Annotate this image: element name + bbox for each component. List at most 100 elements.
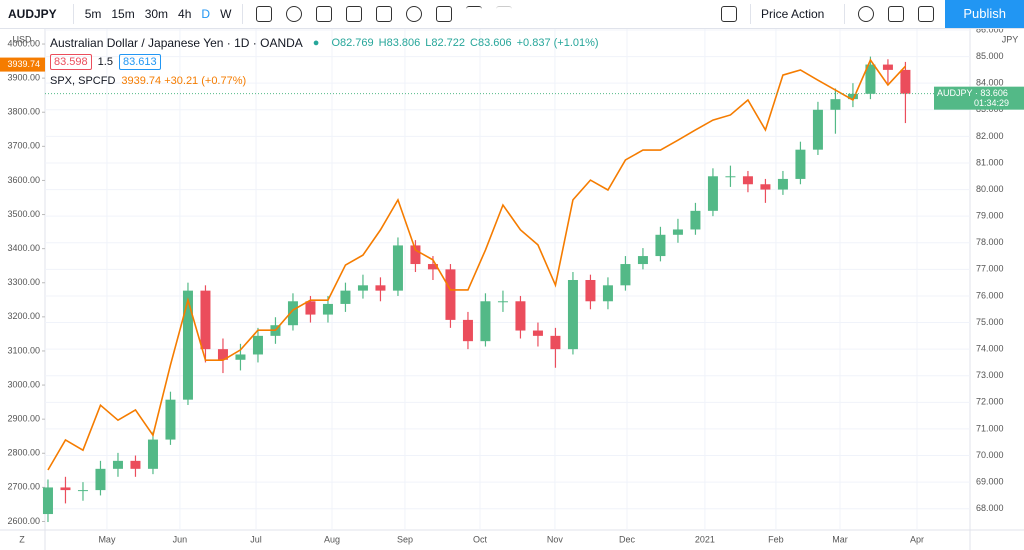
y-tick-label: 73.000	[976, 370, 1004, 380]
candle-body	[515, 301, 526, 331]
candle-body	[357, 285, 368, 291]
y-unit: JPY	[1002, 34, 1019, 44]
alert-button[interactable]	[406, 6, 423, 22]
candle-body	[42, 487, 53, 515]
y-tick-label: 70.000	[976, 450, 1004, 460]
chart-type-button[interactable]	[256, 6, 273, 22]
candle-body	[165, 399, 176, 440]
indicator-add-button[interactable]	[286, 6, 303, 22]
x-tick-label: Oct	[473, 534, 488, 544]
ohlc-value: H83.806	[378, 36, 421, 49]
y-tick-label: 77.000	[976, 264, 1004, 274]
x-tick-label: Mar	[832, 534, 848, 544]
settings-button[interactable]	[858, 6, 875, 22]
fullscreen-toggle[interactable]	[720, 6, 737, 22]
y-tick-label: 72.000	[976, 397, 1004, 407]
candle-body	[77, 490, 88, 492]
compare-line	[47, 58, 907, 471]
y-tick-label: 84.000	[976, 78, 1004, 88]
indicator-menu[interactable]: Price Action	[760, 7, 825, 21]
y2-tick-label: 3500.00	[7, 209, 40, 219]
candle-body	[550, 335, 561, 350]
undo-button[interactable]	[466, 6, 483, 22]
redo-button[interactable]	[496, 6, 513, 22]
candle-body	[795, 149, 806, 179]
expand-button[interactable]	[888, 6, 905, 22]
x-tick-label: 2021	[695, 534, 715, 544]
candle-body	[200, 290, 211, 350]
x-tick-label: Sep	[397, 534, 413, 544]
y-tick-label: 74.000	[976, 344, 1004, 354]
compare-button[interactable]	[346, 6, 363, 22]
interval-button[interactable]: 4h	[178, 7, 192, 21]
candle-body	[725, 176, 736, 178]
y-tick-label: 69.000	[976, 477, 1004, 487]
x-tick-label: Jul	[250, 534, 262, 544]
y2-tick-label: 3000.00	[7, 379, 40, 389]
bid[interactable]: 83.598	[50, 53, 92, 70]
separator	[72, 4, 74, 24]
candle-body	[480, 301, 491, 342]
snapshot-button[interactable]	[918, 6, 935, 22]
candle-body	[462, 319, 473, 342]
candle-body	[900, 69, 911, 94]
candle-body	[865, 64, 876, 94]
x-tick-label: Feb	[768, 534, 784, 544]
y2-tick-label: 2800.00	[7, 448, 40, 458]
interval-button[interactable]: 5m	[84, 7, 102, 21]
templates-button[interactable]	[376, 6, 393, 22]
toolbar: AUDJPY 5m 15m 30m 4h D W Price Action Publish	[0, 0, 1024, 29]
candle-body	[742, 176, 753, 185]
x-tick-label: Dec	[619, 534, 636, 544]
interval-button[interactable]: W	[220, 7, 232, 21]
compare-badge	[0, 57, 45, 72]
y2-tick-label: 2600.00	[7, 516, 40, 526]
symbol[interactable]: AUDJPY	[8, 7, 57, 21]
y2-tick-label: 3800.00	[7, 107, 40, 117]
interval-button[interactable]: D	[201, 7, 211, 21]
intervals: 5m 15m 30m 4h D W	[80, 7, 237, 21]
publish-button[interactable]: Publish	[945, 0, 1024, 28]
y-tick-label: 68.000	[976, 503, 1004, 513]
y2-tick-label: 3600.00	[7, 175, 40, 185]
ohlc-value: C83.606	[470, 36, 512, 49]
ask[interactable]: 83.613	[118, 53, 161, 70]
change: +0.837 (+1.01%)	[516, 36, 599, 49]
candle-body	[585, 279, 596, 302]
candle-body	[567, 279, 578, 350]
candle-body	[340, 290, 351, 304]
y2-tick-label: 3700.00	[7, 141, 40, 151]
candle-body	[252, 335, 263, 355]
candle-body	[637, 256, 648, 265]
y2-tick-label: 3100.00	[7, 345, 40, 355]
x-tick-label: Apr	[910, 534, 924, 544]
candle-body	[182, 290, 193, 400]
candle-body	[655, 234, 666, 257]
candle-body	[217, 349, 228, 360]
y2-tick-label: 3300.00	[7, 277, 40, 287]
compare-badge-label: 3939.74	[7, 59, 40, 69]
spread: 1.5	[97, 55, 113, 68]
candle-body	[427, 264, 438, 270]
candle-body	[410, 245, 421, 265]
indicators-button[interactable]	[316, 6, 333, 22]
candle-body	[112, 460, 123, 469]
y-tick-label: 82.000	[976, 131, 1004, 141]
y-tick-label: 79.000	[976, 211, 1004, 221]
zoom-button: Z	[19, 534, 25, 544]
legend: Australian Dollar / Japanese Yen · 1D · …	[50, 33, 599, 90]
countdown: 01:34:29	[974, 98, 1009, 108]
candle-body	[847, 93, 858, 100]
y-tick-label: 78.000	[976, 237, 1004, 247]
compare-name: SPX, SPCFD	[50, 74, 116, 87]
y-tick-label: 71.000	[976, 423, 1004, 433]
replay-button[interactable]	[436, 6, 453, 22]
y2-tick-label: 2700.00	[7, 482, 40, 492]
candle-body	[235, 354, 246, 360]
candle-body	[322, 303, 333, 315]
candle-body	[130, 460, 141, 469]
y-tick-label: 85.000	[976, 51, 1004, 61]
interval-button[interactable]: 30m	[144, 7, 169, 21]
y2-tick-label: 3900.00	[7, 73, 40, 83]
interval-button[interactable]: 15m	[111, 7, 135, 21]
